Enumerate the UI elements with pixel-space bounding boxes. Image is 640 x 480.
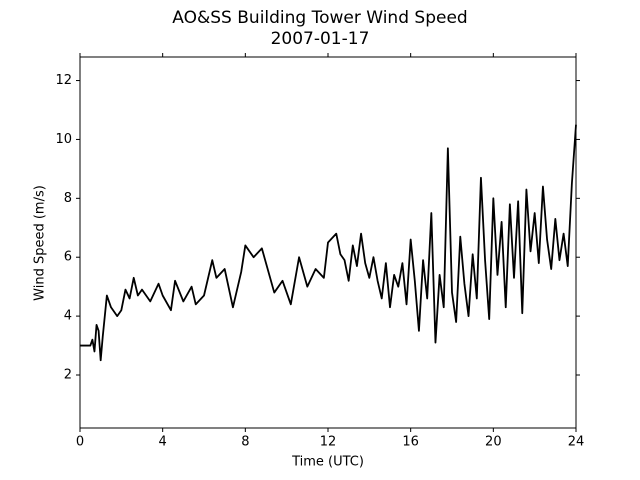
y-tick-label: 6: [64, 250, 72, 265]
x-tick-label: 20: [485, 435, 502, 450]
x-tick-label: 12: [320, 435, 337, 450]
y-tick-label: 8: [64, 191, 72, 206]
y-tick-label: 10: [55, 132, 72, 147]
y-tick-label: 12: [55, 73, 72, 88]
plot-frame: [79, 56, 577, 429]
x-tick-label: 0: [76, 435, 84, 450]
data-line: [80, 124, 577, 362]
x-axis-label: Time (UTC): [291, 455, 364, 470]
x-tick-label: 4: [159, 435, 167, 450]
x-tick-label: 16: [402, 435, 419, 450]
chart-subtitle: 2007-01-17: [271, 29, 370, 49]
chart-title: AO&SS Building Tower Wind Speed: [172, 8, 467, 28]
x-tick-label: 24: [568, 435, 585, 450]
y-tick-label: 2: [64, 368, 72, 383]
y-tick-label: 4: [64, 309, 72, 324]
x-tick-label: 8: [241, 435, 249, 450]
y-axis-label: Wind Speed (m/s): [33, 185, 48, 301]
